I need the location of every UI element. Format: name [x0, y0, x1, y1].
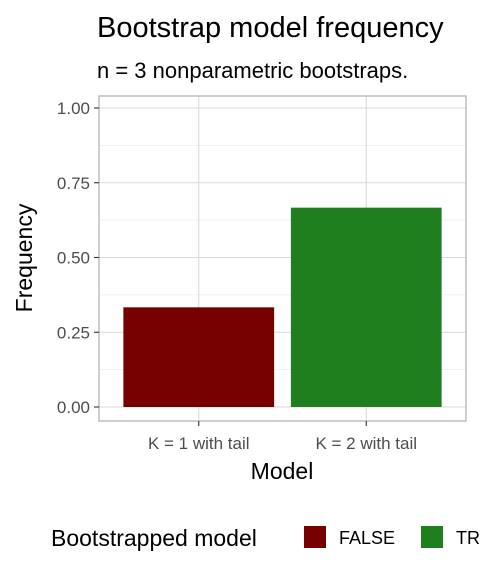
y-tick-label: 0.50: [57, 249, 90, 268]
x-tick-label: K = 2 with tail: [315, 434, 417, 453]
legend-item-false: FALSE: [304, 526, 395, 548]
y-tick-label: 0.00: [57, 398, 90, 417]
x-axis-title: Model: [251, 458, 314, 484]
x-axis: K = 1 with tail K = 2 with tail: [148, 421, 417, 453]
y-tick-label: 0.75: [57, 174, 90, 193]
plot-panel-border: [98, 95, 467, 422]
y-tick-label: 1.00: [57, 99, 90, 118]
y-tick-label: 0.25: [57, 323, 90, 342]
y-axis-title: Frequency: [11, 203, 37, 312]
bar-2: [290, 207, 442, 407]
legend-swatch-true: [421, 526, 443, 548]
chart-subtitle: n = 3 nonparametric bootstraps.: [97, 58, 408, 83]
legend-label-false: FALSE: [339, 528, 395, 548]
bars: [123, 207, 442, 407]
legend-swatch-false: [304, 526, 326, 548]
bar-1: [123, 307, 275, 407]
y-axis: 0.00 0.25 0.50 0.75 1.00: [57, 99, 99, 417]
legend: Bootstrapped model FALSE TRUE: [51, 525, 480, 551]
legend-item-true: TRUE: [421, 526, 480, 548]
x-tick-label: K = 1 with tail: [148, 434, 250, 453]
chart-title: Bootstrap model frequency: [97, 12, 444, 44]
legend-label-true: TRUE: [456, 528, 480, 548]
legend-title: Bootstrapped model: [51, 525, 257, 551]
